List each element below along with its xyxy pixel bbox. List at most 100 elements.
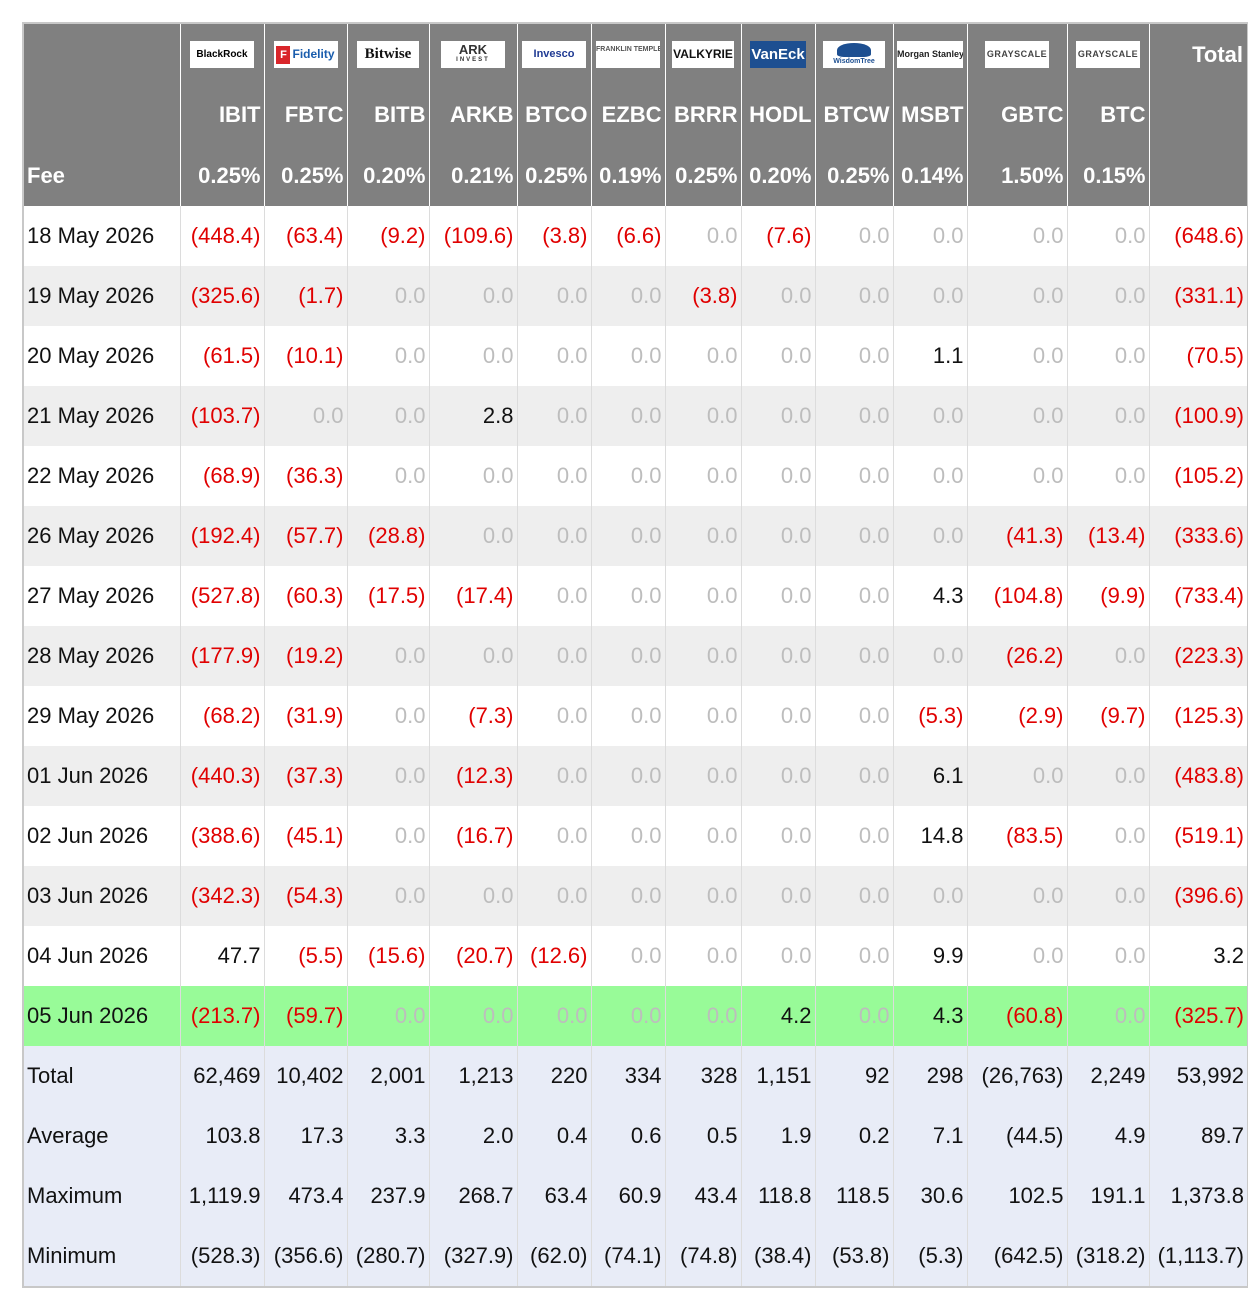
flow-cell: 0.0: [428, 866, 517, 926]
flow-cell: (41.3): [966, 506, 1067, 566]
flow-cell: 0.0: [814, 506, 893, 566]
row-date: 05 Jun 2026: [24, 986, 180, 1046]
row-date: 02 Jun 2026: [24, 806, 180, 866]
flow-cell: (54.3): [263, 866, 347, 926]
flow-cell: (15.6): [346, 926, 429, 986]
summary-cell: (74.1): [590, 1226, 665, 1286]
flow-cell: 0.0: [814, 626, 893, 686]
summary-cell: (280.7): [346, 1226, 429, 1286]
flow-cell: 0.0: [590, 686, 665, 746]
flow-cell: 0.0: [892, 866, 967, 926]
ticker-header: BTCW: [814, 85, 893, 145]
flow-cell: 0.0: [590, 566, 665, 626]
flow-cell: 0.0: [664, 386, 741, 446]
flow-cell: 0.0: [664, 206, 741, 266]
flow-cell: 0.0: [590, 386, 665, 446]
summary-cell: 0.6: [590, 1106, 665, 1166]
flow-cell: 0.0: [1066, 806, 1149, 866]
issuer-logo-row: BlackRock F Fidelity Bitwise ARK INVEST In…: [24, 24, 1247, 85]
flow-cell: 0.0: [346, 686, 429, 746]
flow-cell: (26.2): [966, 626, 1067, 686]
flow-cell: 0.0: [814, 926, 893, 986]
flow-cell: (3.8): [664, 266, 741, 326]
flow-cell: 0.0: [814, 266, 893, 326]
flow-cell: (9.7): [1066, 686, 1149, 746]
flow-cell: 0.0: [1066, 866, 1149, 926]
flow-cell: 0.0: [346, 986, 429, 1046]
row-total: (648.6): [1148, 206, 1247, 266]
summary-cell: 63.4: [516, 1166, 591, 1226]
summary-cell: 0.2: [814, 1106, 893, 1166]
summary-label: Total: [24, 1046, 180, 1106]
invesco-logo: Invesco: [522, 41, 586, 69]
summary-label: Minimum: [24, 1226, 180, 1286]
issuer-logo-cell: Invesco: [516, 24, 591, 85]
flow-cell: (6.6): [590, 206, 665, 266]
flow-cell: 0.0: [740, 326, 815, 386]
summary-cell: (38.4): [740, 1226, 815, 1286]
flow-cell: (9.9): [1066, 566, 1149, 626]
flow-cell: (177.9): [179, 626, 264, 686]
flow-cell: 0.0: [346, 746, 429, 806]
flow-cell: 0.0: [740, 806, 815, 866]
fee-value: 0.25%: [664, 145, 741, 206]
flow-cell: 0.0: [814, 686, 893, 746]
flow-cell: 0.0: [428, 986, 517, 1046]
fee-value-empty: [1148, 145, 1247, 206]
flow-cell: 0.0: [664, 566, 741, 626]
summary-row: Maximum 1,119.9 473.4 237.9 268.7 63.4 60.9 43.…: [24, 1166, 1247, 1226]
summary-cell: 2,001: [346, 1046, 429, 1106]
summary-cell: (74.8): [664, 1226, 741, 1286]
summary-cell: 334: [590, 1046, 665, 1106]
flow-cell: 0.0: [590, 986, 665, 1046]
flow-cell: 0.0: [1066, 626, 1149, 686]
flow-cell: 0.0: [664, 326, 741, 386]
flow-cell: 0.0: [814, 446, 893, 506]
flow-cell: (1.7): [263, 266, 347, 326]
flow-cell: 0.0: [740, 926, 815, 986]
flow-cell: (5.5): [263, 926, 347, 986]
summary-cell: 2,249: [1066, 1046, 1149, 1106]
summary-cell: (5.3): [892, 1226, 967, 1286]
fee-value: 0.25%: [814, 145, 893, 206]
table-row: 01 Jun 2026 (440.3) (37.3) 0.0 (12.3) 0.0 0.0 0…: [24, 746, 1247, 806]
summary-label: Maximum: [24, 1166, 180, 1226]
ticker-header: BTC: [1066, 85, 1149, 145]
flow-cell: (103.7): [179, 386, 264, 446]
summary-cell: 10,402: [263, 1046, 347, 1106]
flow-cell: 0.0: [346, 326, 429, 386]
ticker-header: MSBT: [892, 85, 967, 145]
flow-cell: (9.2): [346, 206, 429, 266]
flow-cell: 0.0: [590, 446, 665, 506]
summary-cell: 268.7: [428, 1166, 517, 1226]
tree-icon: [837, 43, 871, 58]
issuer-logo-cell: VanEck: [740, 24, 815, 85]
flow-cell: 1.1: [892, 326, 967, 386]
summary-total: 1,373.8: [1148, 1166, 1247, 1226]
summary-cell: 103.8: [179, 1106, 264, 1166]
flow-cell: 0.0: [966, 746, 1067, 806]
flow-cell: (68.9): [179, 446, 264, 506]
fee-value: 0.25%: [263, 145, 347, 206]
wisdomtree-logo: WisdomTree: [823, 41, 885, 69]
row-date: 01 Jun 2026: [24, 746, 180, 806]
summary-cell: 473.4: [263, 1166, 347, 1226]
flow-cell: 0.0: [1066, 926, 1149, 986]
flow-cell: (36.3): [263, 446, 347, 506]
ticker-header: GBTC: [966, 85, 1067, 145]
flow-cell: 0.0: [740, 506, 815, 566]
summary-row: Average 103.8 17.3 3.3 2.0 0.4 0.6 0.5 1.9 0.2 7.1…: [24, 1106, 1247, 1166]
blackrock-logo: BlackRock: [190, 41, 254, 69]
row-date: 21 May 2026: [24, 386, 180, 446]
flow-cell: (20.7): [428, 926, 517, 986]
flow-cell: 0.0: [1066, 206, 1149, 266]
flow-cell: 0.0: [966, 926, 1067, 986]
summary-cell: 7.1: [892, 1106, 967, 1166]
issuer-logo-cell: ARK INVEST: [428, 24, 517, 85]
flow-cell: (19.2): [263, 626, 347, 686]
summary-cell: 237.9: [346, 1166, 429, 1226]
flow-cell: 0.0: [346, 446, 429, 506]
issuer-logo-cell: F Fidelity: [263, 24, 347, 85]
flow-cell: (17.4): [428, 566, 517, 626]
flow-cell: 0.0: [814, 806, 893, 866]
